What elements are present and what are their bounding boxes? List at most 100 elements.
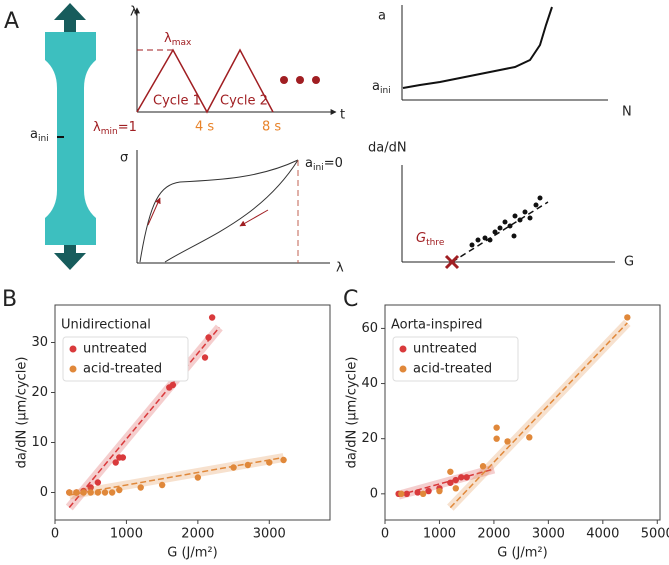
- x-label: t: [340, 108, 345, 123]
- legend-marker: [399, 365, 407, 373]
- point: [493, 435, 500, 442]
- x-tick-label: 4000: [586, 527, 619, 542]
- x-label: N: [622, 105, 632, 120]
- cycle-wave: [136, 48, 274, 114]
- x-axis-label: G (J/m²): [497, 546, 547, 561]
- x-tick-label: 0: [381, 527, 389, 542]
- point: [101, 489, 109, 496]
- y-tick-label: 20: [361, 431, 378, 446]
- point: [94, 489, 102, 496]
- x-tick-label: 1000: [423, 527, 456, 542]
- point: [463, 474, 470, 481]
- x-tick-label: 3000: [253, 527, 286, 542]
- legend-label: acid-treated: [83, 362, 162, 377]
- legend-box: [392, 336, 519, 382]
- point: [624, 314, 631, 321]
- legend: untreated acid-treated: [392, 336, 519, 382]
- t-8s: 8 s: [262, 120, 281, 135]
- fit-line: [398, 468, 495, 496]
- panel-a: A aini λ t λmax Cycle 1 Cycle 2 λmin=1 4…: [4, 3, 634, 276]
- legend-label: untreated: [413, 342, 477, 357]
- point: [398, 490, 405, 498]
- threshold-fit: [451, 201, 549, 263]
- point: [504, 438, 511, 445]
- point: [119, 454, 127, 461]
- y-tick-label: 0: [40, 485, 48, 500]
- y-tick-label: 40: [361, 376, 378, 391]
- point: [493, 424, 500, 431]
- legend-label: acid-treated: [413, 362, 492, 377]
- legend-box: [62, 336, 189, 382]
- x-axis-label: G (J/m²): [167, 546, 217, 561]
- legend-marker: [69, 365, 77, 373]
- point: [414, 489, 421, 496]
- point: [158, 481, 166, 489]
- y-tick-label: 20: [31, 385, 48, 400]
- x-label: G: [624, 255, 634, 270]
- x-tick-label: 2000: [477, 527, 510, 542]
- point: [94, 479, 102, 486]
- x-tick-label: 0: [51, 527, 59, 542]
- specimen: [45, 32, 96, 245]
- point: [479, 463, 487, 470]
- point: [452, 476, 459, 484]
- point: [108, 489, 116, 496]
- point: [266, 459, 273, 466]
- chart-title: Aorta-inspired: [391, 318, 483, 333]
- lambda-max: λmax: [164, 31, 192, 48]
- arrow: [147, 197, 161, 226]
- point: [419, 490, 427, 498]
- point: [205, 334, 212, 341]
- dot: [296, 76, 304, 84]
- point: [66, 489, 73, 496]
- plot-frame: [384, 304, 661, 521]
- point: [116, 486, 123, 494]
- y-label: λ: [130, 5, 138, 20]
- point: [447, 468, 454, 475]
- lambda-min: λmin=1: [93, 120, 137, 137]
- unloading-curve: [164, 159, 299, 263]
- arrow: [239, 209, 269, 227]
- legend-marker: [399, 345, 407, 353]
- point: [403, 490, 410, 498]
- point: [80, 489, 87, 496]
- y-label: da/dN: [368, 141, 407, 156]
- dot: [312, 76, 320, 84]
- point: [201, 354, 209, 361]
- x-label: λ: [336, 261, 344, 276]
- point: [526, 434, 533, 441]
- a-ini: aini: [30, 127, 49, 144]
- point: [194, 474, 202, 481]
- y-tick-label: 10: [31, 435, 48, 450]
- point: [208, 314, 216, 321]
- panel-label: B: [2, 287, 17, 312]
- y-axis-label: da/dN (µm/cycle): [345, 357, 360, 469]
- point: [436, 487, 443, 495]
- legend: untreated acid-treated: [62, 336, 189, 382]
- point: [137, 484, 144, 491]
- legend-label: untreated: [83, 342, 147, 357]
- point: [425, 487, 432, 495]
- threshold-mark: [444, 254, 460, 270]
- point: [244, 461, 252, 469]
- point: [280, 456, 287, 464]
- point: [452, 485, 459, 492]
- legend-marker: [69, 345, 77, 353]
- growth-curve: [402, 6, 553, 89]
- loading-curve: [139, 159, 299, 263]
- point: [87, 484, 94, 491]
- arrow-down: [54, 245, 86, 270]
- x-tick-label: 1000: [110, 527, 143, 542]
- fit-line: [449, 322, 628, 509]
- point: [87, 489, 94, 496]
- plot-frame: [54, 304, 331, 521]
- y-axis-label: da/dN (µm/cycle): [15, 357, 30, 469]
- point: [112, 459, 119, 466]
- y-tick-label: 60: [361, 321, 378, 336]
- point: [169, 381, 177, 389]
- y-label: a: [378, 9, 386, 24]
- a-ini: aini: [372, 79, 391, 96]
- cycle-1: Cycle 1: [153, 94, 201, 109]
- point: [458, 474, 465, 481]
